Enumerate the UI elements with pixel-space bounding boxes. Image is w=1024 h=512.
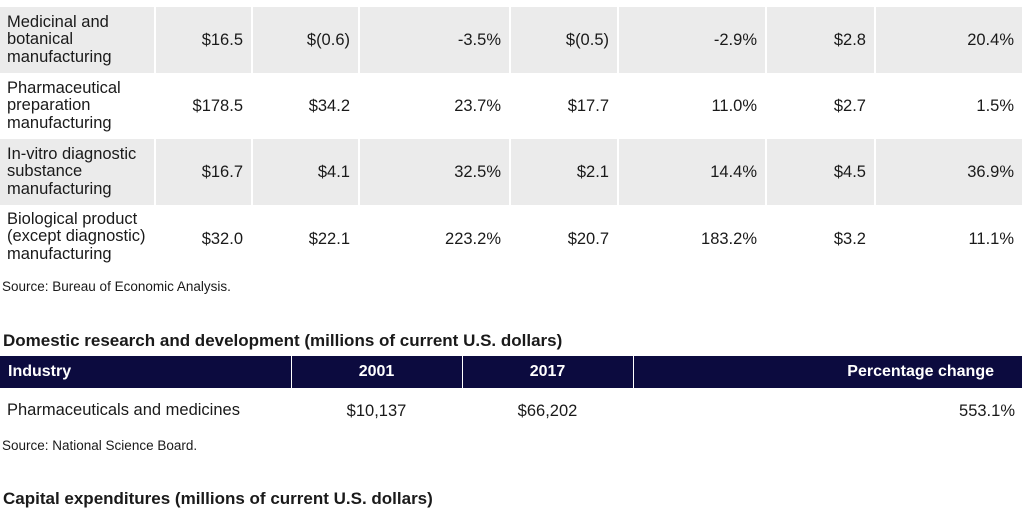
- table-cell: 553.1%: [959, 401, 1015, 420]
- industry-label: In-vitro diagnostic substance manufactur…: [0, 139, 155, 205]
- table-cell: 183.2%: [617, 205, 766, 274]
- column-header-2001: 2001: [290, 356, 462, 388]
- value-added-table: Medicinal and botanical manufacturing $1…: [0, 7, 1022, 274]
- table-cell: $(0.5): [509, 7, 618, 73]
- section-heading-capex: Capital expenditures (millions of curren…: [3, 489, 433, 508]
- column-header-industry: Industry: [0, 356, 291, 388]
- table-cell: $2.1: [509, 139, 618, 205]
- table-cell: -2.9%: [617, 7, 766, 73]
- rd-table: Industry 2001 2017 Percentage change Pha…: [0, 356, 1022, 434]
- table-cell: $22.1: [251, 205, 359, 274]
- column-header-change: Percentage change: [632, 356, 1022, 388]
- table-cell: $34.2: [251, 73, 359, 139]
- industry-label: Pharmaceuticals and medicines: [7, 401, 240, 420]
- table-cell: $16.5: [154, 7, 252, 73]
- table-cell: $(0.6): [251, 7, 359, 73]
- table-cell: 11.1%: [874, 205, 1022, 274]
- table-row: Biological product (except diagnostic) m…: [0, 205, 1022, 274]
- table-cell: $16.7: [154, 139, 252, 205]
- table-cell: $2.7: [765, 73, 875, 139]
- table-cell: 23.7%: [358, 73, 510, 139]
- table-row: In-vitro diagnostic substance manufactur…: [0, 139, 1022, 205]
- table-cell: 36.9%: [874, 139, 1022, 205]
- table-cell: $17.7: [509, 73, 618, 139]
- industry-label: Biological product (except diagnostic) m…: [7, 209, 146, 263]
- table-cell: $3.2: [765, 205, 875, 274]
- table-header-row: Industry 2001 2017 Percentage change: [0, 356, 1022, 388]
- table-cell: $178.5: [154, 73, 252, 139]
- section-heading-rd: Domestic research and development (milli…: [3, 331, 563, 350]
- table-cell: $2.8: [765, 7, 875, 73]
- table-row: Pharmaceutical preparation manufacturing…: [0, 73, 1022, 139]
- industry-label: Pharmaceutical preparation manufacturing: [7, 78, 121, 132]
- industry-clip: Biological product (except diagnostic) m…: [7, 207, 154, 273]
- industry-cell: Biological product (except diagnostic) m…: [0, 205, 155, 274]
- table-cell: $10,137: [346, 401, 407, 420]
- table-cell: $4.1: [251, 139, 359, 205]
- table-cell: -3.5%: [358, 7, 510, 73]
- table-row: Medicinal and botanical manufacturing $1…: [0, 7, 1022, 73]
- table-cell: 14.4%: [617, 139, 766, 205]
- table-cell: $4.5: [765, 139, 875, 205]
- source-note: Source: National Science Board.: [2, 438, 198, 453]
- source-note: Source: Bureau of Economic Analysis.: [2, 279, 231, 294]
- table-cell: 32.5%: [358, 139, 510, 205]
- column-header-2017: 2017: [461, 356, 633, 388]
- table-cell: $66,202: [517, 401, 578, 420]
- industry-label: Medicinal and botanical manufacturing: [0, 7, 155, 73]
- table-cell: 1.5%: [874, 73, 1022, 139]
- table-cell: 11.0%: [617, 73, 766, 139]
- table-cell: $32.0: [154, 205, 252, 274]
- table-row: Pharmaceuticals and medicines $10,137 $6…: [0, 388, 1022, 434]
- table-cell: 223.2%: [358, 205, 510, 274]
- table-cell: 20.4%: [874, 7, 1022, 73]
- table-cell: $20.7: [509, 205, 618, 274]
